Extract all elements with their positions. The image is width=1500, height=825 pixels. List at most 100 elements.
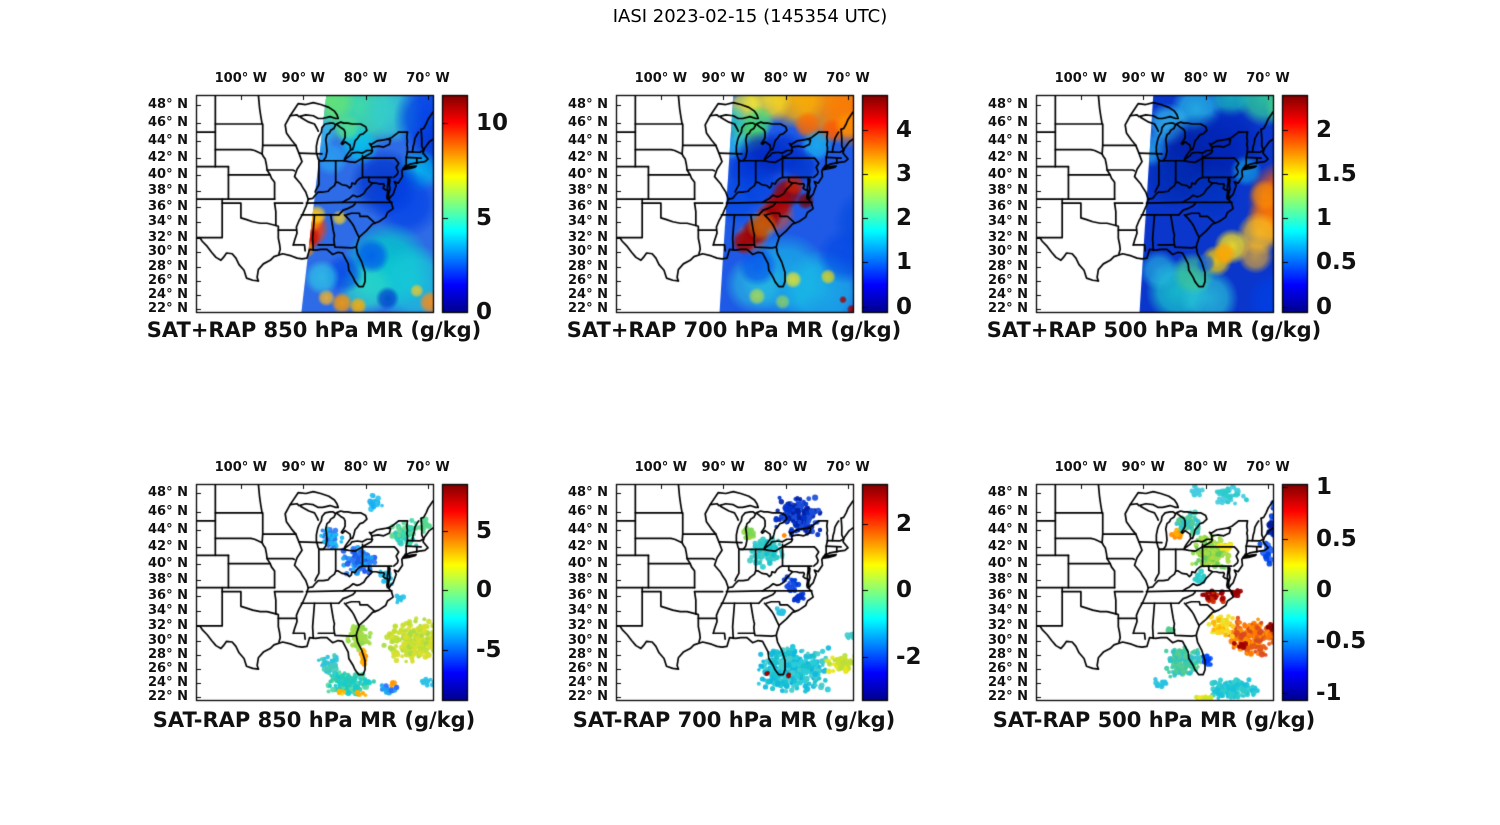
colorbar-tick-label: 0: [476, 577, 493, 604]
lat-tick-label: 26° N: [148, 272, 188, 288]
lat-tick-label: 32° N: [148, 617, 188, 633]
lat-tick-label: 42° N: [148, 538, 188, 554]
lon-tick-label: 80° W: [763, 460, 808, 475]
lon-tick-label: 100° W: [1054, 460, 1108, 475]
lon-tick-label: 100° W: [634, 460, 688, 475]
colorbar-tick-label: 4: [896, 116, 913, 143]
lat-tick-label: 40° N: [148, 166, 188, 182]
panel-title-sat-minus-rap-500: SAT-RAP 500 hPa MR (g/kg): [992, 708, 1316, 732]
colorbar-tick-label: 2: [1316, 116, 1333, 143]
lat-tick-label: 30° N: [568, 632, 608, 648]
lat-tick-label: 46° N: [148, 115, 188, 131]
lat-tick-label: 24° N: [568, 674, 608, 690]
lat-tick-label: 48° N: [988, 485, 1028, 501]
lon-tick-label: 70° W: [1246, 71, 1290, 86]
lat-tick-label: 26° N: [988, 272, 1028, 288]
lat-tick-label: 46° N: [568, 503, 608, 519]
lon-tick-label: 90° W: [1121, 460, 1165, 475]
lat-tick-label: 48° N: [988, 96, 1028, 112]
lat-tick-label: 36° N: [988, 199, 1028, 215]
lat-tick-label: 22° N: [568, 688, 608, 704]
lat-tick-label: 32° N: [988, 617, 1028, 633]
colorbar-tick-label: 0: [896, 577, 913, 604]
lat-tick-label: 30° N: [988, 244, 1028, 260]
colorbar-tick-label: 1: [896, 249, 913, 276]
lon-tick-label: 70° W: [826, 460, 870, 475]
lon-tick-label: 80° W: [343, 460, 388, 475]
lat-tick-label: 28° N: [568, 646, 608, 662]
lat-tick-label: 48° N: [148, 485, 188, 501]
lat-tick-label: 28° N: [568, 258, 608, 274]
lat-tick-label: 36° N: [148, 587, 188, 603]
lon-tick-label: 80° W: [763, 71, 808, 86]
lat-tick-label: 28° N: [988, 258, 1028, 274]
lat-tick-label: 22° N: [988, 688, 1028, 704]
colorbar-tick-label: 1: [1316, 474, 1333, 501]
colorbar-tick-label: 0: [1316, 293, 1333, 320]
lat-tick-label: 26° N: [568, 272, 608, 288]
lat-tick-label: 32° N: [568, 617, 608, 633]
lat-tick-label: 32° N: [568, 229, 608, 245]
lat-tick-label: 30° N: [148, 632, 188, 648]
lat-tick-label: 40° N: [988, 555, 1028, 571]
lat-tick-label: 42° N: [988, 150, 1028, 166]
colorbar-tick-label: 5: [476, 204, 493, 231]
lat-tick-label: 38° N: [148, 571, 188, 587]
lat-tick-label: 42° N: [988, 538, 1028, 554]
colorbar-tick-label: -1: [1316, 679, 1342, 706]
lat-tick-label: 34° N: [568, 214, 608, 230]
lat-tick-label: 44° N: [148, 132, 188, 148]
lat-tick-label: 40° N: [148, 555, 188, 571]
lat-tick-label: 44° N: [148, 521, 188, 537]
lat-tick-label: 48° N: [568, 96, 608, 112]
lon-tick-label: 100° W: [214, 460, 268, 475]
lon-tick-label: 80° W: [1183, 71, 1228, 86]
lat-tick-label: 46° N: [988, 115, 1028, 131]
lat-tick-label: 40° N: [988, 166, 1028, 182]
lat-tick-label: 34° N: [148, 214, 188, 230]
lat-tick-label: 38° N: [568, 571, 608, 587]
lat-tick-label: 24° N: [988, 674, 1028, 690]
panel-title-sat-minus-rap-850: SAT-RAP 850 hPa MR (g/kg): [152, 708, 476, 732]
lat-tick-label: 36° N: [988, 587, 1028, 603]
lat-tick-label: 22° N: [988, 300, 1028, 316]
colorbar-tick-label: 5: [476, 517, 493, 544]
lat-tick-label: 26° N: [988, 661, 1028, 677]
lon-tick-label: 70° W: [826, 71, 870, 86]
lat-tick-label: 34° N: [988, 214, 1028, 230]
lat-tick-label: 40° N: [568, 166, 608, 182]
colorbar-tick-label: 0: [1316, 576, 1333, 603]
colorbar-tick-label: 0: [476, 299, 493, 325]
lat-tick-label: 30° N: [568, 244, 608, 260]
lon-tick-label: 100° W: [634, 71, 688, 86]
lon-tick-label: 90° W: [1121, 71, 1165, 86]
lat-tick-label: 36° N: [568, 587, 608, 603]
lat-tick-label: 36° N: [148, 199, 188, 215]
lat-tick-label: 26° N: [568, 661, 608, 677]
colorbar-tick-label: 3: [896, 160, 913, 187]
lat-tick-label: 48° N: [148, 96, 188, 112]
lat-tick-label: 28° N: [988, 646, 1028, 662]
lat-tick-label: 28° N: [148, 258, 188, 274]
panel-title-sat-plus-rap-500: SAT+RAP 500 hPa MR (g/kg): [986, 318, 1322, 342]
lon-tick-label: 100° W: [214, 71, 268, 86]
colorbar-tick-label: 1.5: [1316, 160, 1357, 187]
lat-tick-label: 30° N: [988, 632, 1028, 648]
lat-tick-label: 44° N: [988, 132, 1028, 148]
lon-tick-label: 90° W: [701, 71, 745, 86]
lat-tick-label: 38° N: [988, 183, 1028, 199]
panel-title-sat-minus-rap-700: SAT-RAP 700 hPa MR (g/kg): [572, 708, 896, 732]
lat-tick-label: 42° N: [568, 150, 608, 166]
lat-tick-label: 44° N: [988, 521, 1028, 537]
panel-title-sat-plus-rap-850: SAT+RAP 850 hPa MR (g/kg): [146, 318, 482, 342]
lon-tick-label: 90° W: [701, 460, 745, 475]
lon-tick-label: 100° W: [1054, 71, 1108, 86]
lat-tick-label: 34° N: [148, 602, 188, 618]
lat-tick-label: 24° N: [148, 674, 188, 690]
lat-tick-label: 32° N: [988, 229, 1028, 245]
lat-tick-label: 44° N: [568, 132, 608, 148]
lon-tick-label: 90° W: [281, 460, 325, 475]
lon-tick-label: 70° W: [406, 71, 450, 86]
lat-tick-label: 44° N: [568, 521, 608, 537]
